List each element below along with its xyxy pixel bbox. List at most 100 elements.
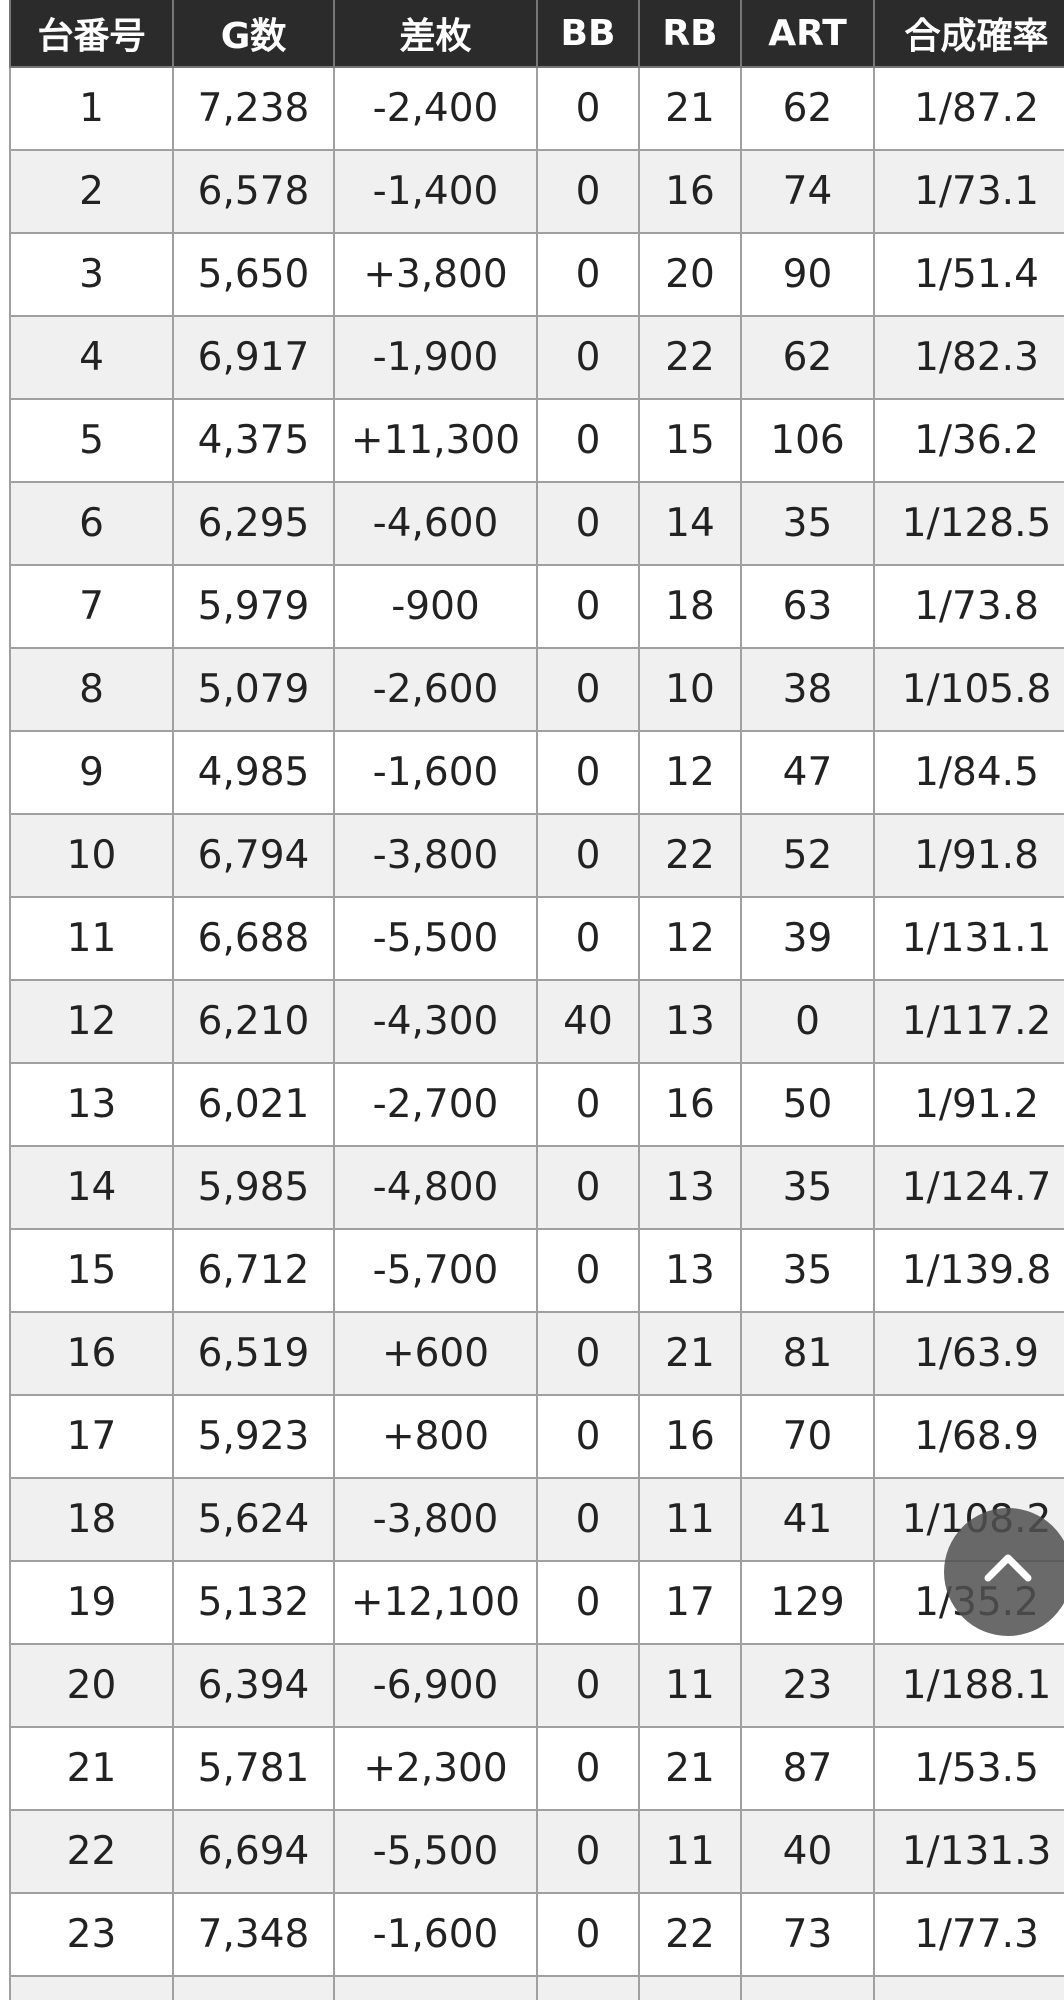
table-cell: 0 — [536, 1145, 640, 1230]
table-cell: -3,800 — [333, 813, 538, 898]
table-cell: 5 — [9, 398, 174, 483]
table-row: 7 5,979 -900 0 18 63 1/73.8 — [9, 564, 1064, 649]
table-cell: 47 — [740, 730, 875, 815]
table-cell: -5,700 — [333, 1228, 538, 1313]
table-cell: 6,694 — [172, 1809, 335, 1894]
table-cell: 21 — [9, 1726, 174, 1811]
table-cell: 9 — [9, 730, 174, 815]
table-cell: +600 — [333, 1311, 538, 1396]
table-cell: +2,300 — [333, 1726, 538, 1811]
table-cell: 18 — [9, 1477, 174, 1562]
table-cell: 11 — [638, 1643, 742, 1728]
table-cell: 6,712 — [172, 1228, 335, 1313]
table-row: 17 5,923 +800 0 16 70 1/68.9 — [9, 1394, 1064, 1479]
table-cell: 1 — [9, 66, 174, 151]
table-cell: -6,900 — [333, 1643, 538, 1728]
table-cell: +11,300 — [333, 398, 538, 483]
table-cell: -2,700 — [333, 1062, 538, 1147]
table-cell: 8 — [9, 647, 174, 732]
table-cell: 5,979 — [172, 564, 335, 649]
table-row: 14 5,985 -4,800 0 13 35 1/124.7 — [9, 1145, 1064, 1230]
table-cell: 0 — [536, 1394, 640, 1479]
table-cell — [740, 1975, 875, 2000]
table-cell: 0 — [536, 1311, 640, 1396]
table-cell: 0 — [740, 979, 875, 1064]
table-cell: -5,500 — [333, 896, 538, 981]
table-cell: 1/139.8 — [873, 1228, 1064, 1313]
table-cell: -3,800 — [333, 1477, 538, 1562]
table-cell: 62 — [740, 315, 875, 400]
table-cell: 5,923 — [172, 1394, 335, 1479]
table-cell: 1/82.3 — [873, 315, 1064, 400]
table-cell: 22 — [638, 813, 742, 898]
table-cell: 63 — [740, 564, 875, 649]
scroll-top-button[interactable] — [944, 1508, 1064, 1636]
table-cell: 0 — [536, 149, 640, 234]
table-cell: 0 — [536, 1809, 640, 1894]
table-cell: 13 — [638, 979, 742, 1064]
table-row: 15 6,712 -5,700 0 13 35 1/139.8 — [9, 1228, 1064, 1313]
table-cell: 0 — [536, 647, 640, 732]
table-cell: 106 — [740, 398, 875, 483]
header-row: 台番号 G数 差枚 BB RB ART 合成確率 — [9, 0, 1064, 68]
table-row: 13 6,021 -2,700 0 16 50 1/91.2 — [9, 1062, 1064, 1147]
table-cell: 62 — [740, 66, 875, 151]
table-cell: 81 — [740, 1311, 875, 1396]
table-cell: 18 — [638, 564, 742, 649]
table-cell: +800 — [333, 1394, 538, 1479]
table-cell: 1/188.1 — [873, 1643, 1064, 1728]
table-cell: 41 — [740, 1477, 875, 1562]
table-cell: -2,600 — [333, 647, 538, 732]
table-cell: 5,079 — [172, 647, 335, 732]
header-cell: BB — [536, 0, 640, 68]
table-cell: 1/124.7 — [873, 1145, 1064, 1230]
table-cell — [873, 1975, 1064, 2000]
table-cell: 1/36.2 — [873, 398, 1064, 483]
header-cell: ART — [740, 0, 875, 68]
table-cell: 16 — [9, 1311, 174, 1396]
table-cell: 0 — [536, 730, 640, 815]
table-cell: -2,400 — [333, 66, 538, 151]
table-row: 1 7,238 -2,400 0 21 62 1/87.2 — [9, 66, 1064, 151]
table-row: 12 6,210 -4,300 40 13 0 1/117.2 — [9, 979, 1064, 1064]
table-cell: 10 — [9, 813, 174, 898]
table-cell: 6,295 — [172, 481, 335, 566]
table-cell: 6,688 — [172, 896, 335, 981]
table-cell: 17 — [638, 1560, 742, 1645]
table-cell: 1/77.3 — [873, 1892, 1064, 1977]
table-row: 10 6,794 -3,800 0 22 52 1/91.8 — [9, 813, 1064, 898]
table-cell: 1/131.1 — [873, 896, 1064, 981]
table-cell: 11 — [9, 896, 174, 981]
table-cell — [9, 1975, 174, 2000]
table-cell: 1/91.8 — [873, 813, 1064, 898]
table-cell: -4,600 — [333, 481, 538, 566]
table-cell: 16 — [638, 149, 742, 234]
table-cell: 90 — [740, 232, 875, 317]
header-cell: 合成確率 — [873, 0, 1064, 68]
table-cell: 35 — [740, 1145, 875, 1230]
table-cell: 5,132 — [172, 1560, 335, 1645]
table-row: 4 6,917 -1,900 0 22 62 1/82.3 — [9, 315, 1064, 400]
table-cell: 14 — [9, 1145, 174, 1230]
table-cell: 0 — [536, 1892, 640, 1977]
table-cell: 74 — [740, 149, 875, 234]
table-cell: 13 — [638, 1228, 742, 1313]
table-row: 6 6,295 -4,600 0 14 35 1/128.5 — [9, 481, 1064, 566]
header-cell: 台番号 — [9, 0, 174, 68]
table-cell: 1/117.2 — [873, 979, 1064, 1064]
table-cell: 6,394 — [172, 1643, 335, 1728]
table-cell: -4,800 — [333, 1145, 538, 1230]
table-cell: 50 — [740, 1062, 875, 1147]
table-cell: 7 — [9, 564, 174, 649]
chevron-icon — [984, 1554, 1032, 1582]
table-cell: 6,794 — [172, 813, 335, 898]
table-cell: 70 — [740, 1394, 875, 1479]
table-cell: 0 — [536, 315, 640, 400]
table-cell: 52 — [740, 813, 875, 898]
table-row: 22 6,694 -5,500 0 11 40 1/131.3 — [9, 1809, 1064, 1894]
table-cell: 17 — [9, 1394, 174, 1479]
table-cell: 16 — [638, 1062, 742, 1147]
table-cell: 7,238 — [172, 66, 335, 151]
table-cell: -4,300 — [333, 979, 538, 1064]
